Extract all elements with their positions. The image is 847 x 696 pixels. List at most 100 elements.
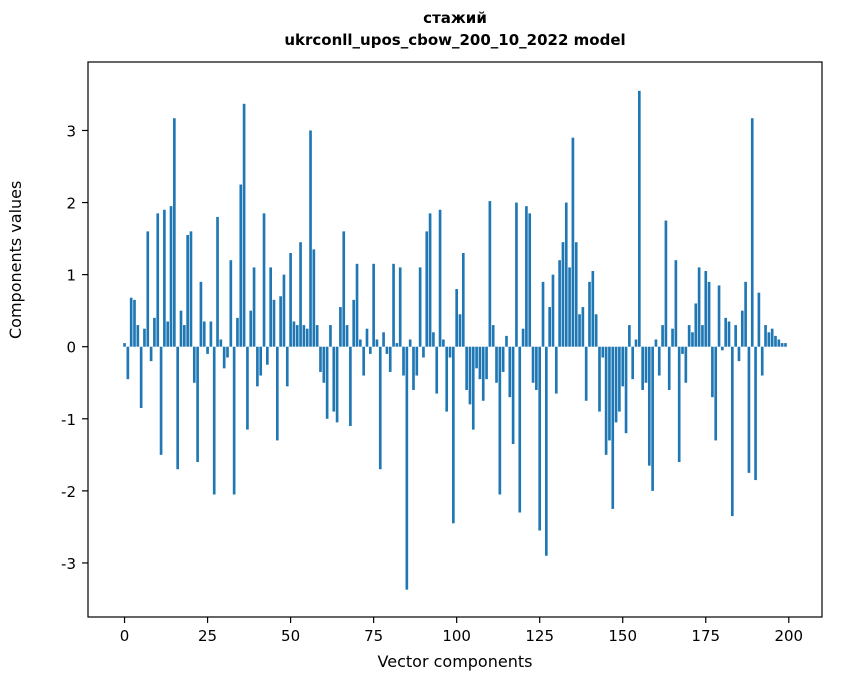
bar [395,343,399,347]
bar [186,234,189,347]
bar [588,281,591,347]
bar [601,346,605,358]
bar [309,130,312,347]
bar [236,317,239,347]
bar [724,317,728,347]
x-tick-label: 50 [281,627,300,645]
bar [731,346,734,517]
bar [143,328,146,347]
y-tick-label: 2 [66,195,76,213]
bar [740,310,744,347]
bar [182,325,186,347]
bar [325,346,329,419]
bar [385,346,389,354]
bar [299,242,302,347]
bar [508,346,512,398]
bar [750,118,754,347]
bar [189,231,193,347]
bar [458,314,462,347]
bar [515,202,518,347]
bar [554,346,558,394]
bar [744,281,747,347]
bar [448,346,452,358]
bar [266,346,269,365]
bar [754,346,757,481]
bar [275,346,279,441]
bar [129,297,133,347]
bar [574,242,578,347]
bar [737,346,741,362]
bar [671,328,674,347]
bar [438,209,442,347]
bar [133,299,136,347]
bar [638,90,641,347]
x-tick-label: 0 [120,627,130,645]
bar [232,346,236,495]
bar [229,260,233,347]
bar [691,332,694,347]
bar [767,332,771,347]
bar [179,310,183,347]
y-tick-label: 1 [66,267,76,285]
bar [149,346,153,362]
bar [498,346,502,495]
bar [760,346,764,376]
bar [561,242,565,347]
bar [707,281,711,347]
bar [734,325,737,347]
bar [541,281,545,347]
x-tick-label: 125 [525,627,554,645]
bar [166,321,170,347]
bar [216,216,219,347]
bar [392,263,395,347]
bar [641,346,644,390]
bar [644,346,648,383]
bar [518,346,522,513]
bar [468,346,472,405]
bar [196,346,199,463]
bar [634,339,638,347]
bar [621,346,625,387]
bar [365,328,369,347]
bar [777,339,781,347]
bar [495,346,498,383]
bar [614,346,618,423]
bar [664,220,668,347]
bar [279,296,282,347]
bar [435,346,439,394]
bar [711,346,714,398]
bar [478,346,482,380]
bar [212,346,216,495]
bar [442,339,445,347]
bar [681,346,684,354]
y-tick-label: 3 [66,122,76,140]
bar [591,271,595,347]
bar [651,346,654,491]
bar [315,325,319,347]
bar [684,346,688,383]
bar [568,267,571,347]
bar [375,339,379,347]
bar [481,346,485,401]
bar [412,346,415,390]
bar [727,321,731,347]
bar [525,206,528,347]
bar [465,346,468,390]
bar [511,346,515,445]
bar [362,346,365,376]
x-tick-label: 175 [691,627,720,645]
bar [295,325,299,347]
bar [332,346,336,412]
bar [259,346,263,376]
bar [415,346,419,376]
bar [153,317,156,347]
bar [335,346,339,423]
bar [398,267,402,347]
bar [631,346,635,380]
bar [654,339,658,347]
bar [747,346,751,473]
bar [598,346,601,412]
bar [608,346,611,441]
y-tick-label: -3 [61,555,76,573]
